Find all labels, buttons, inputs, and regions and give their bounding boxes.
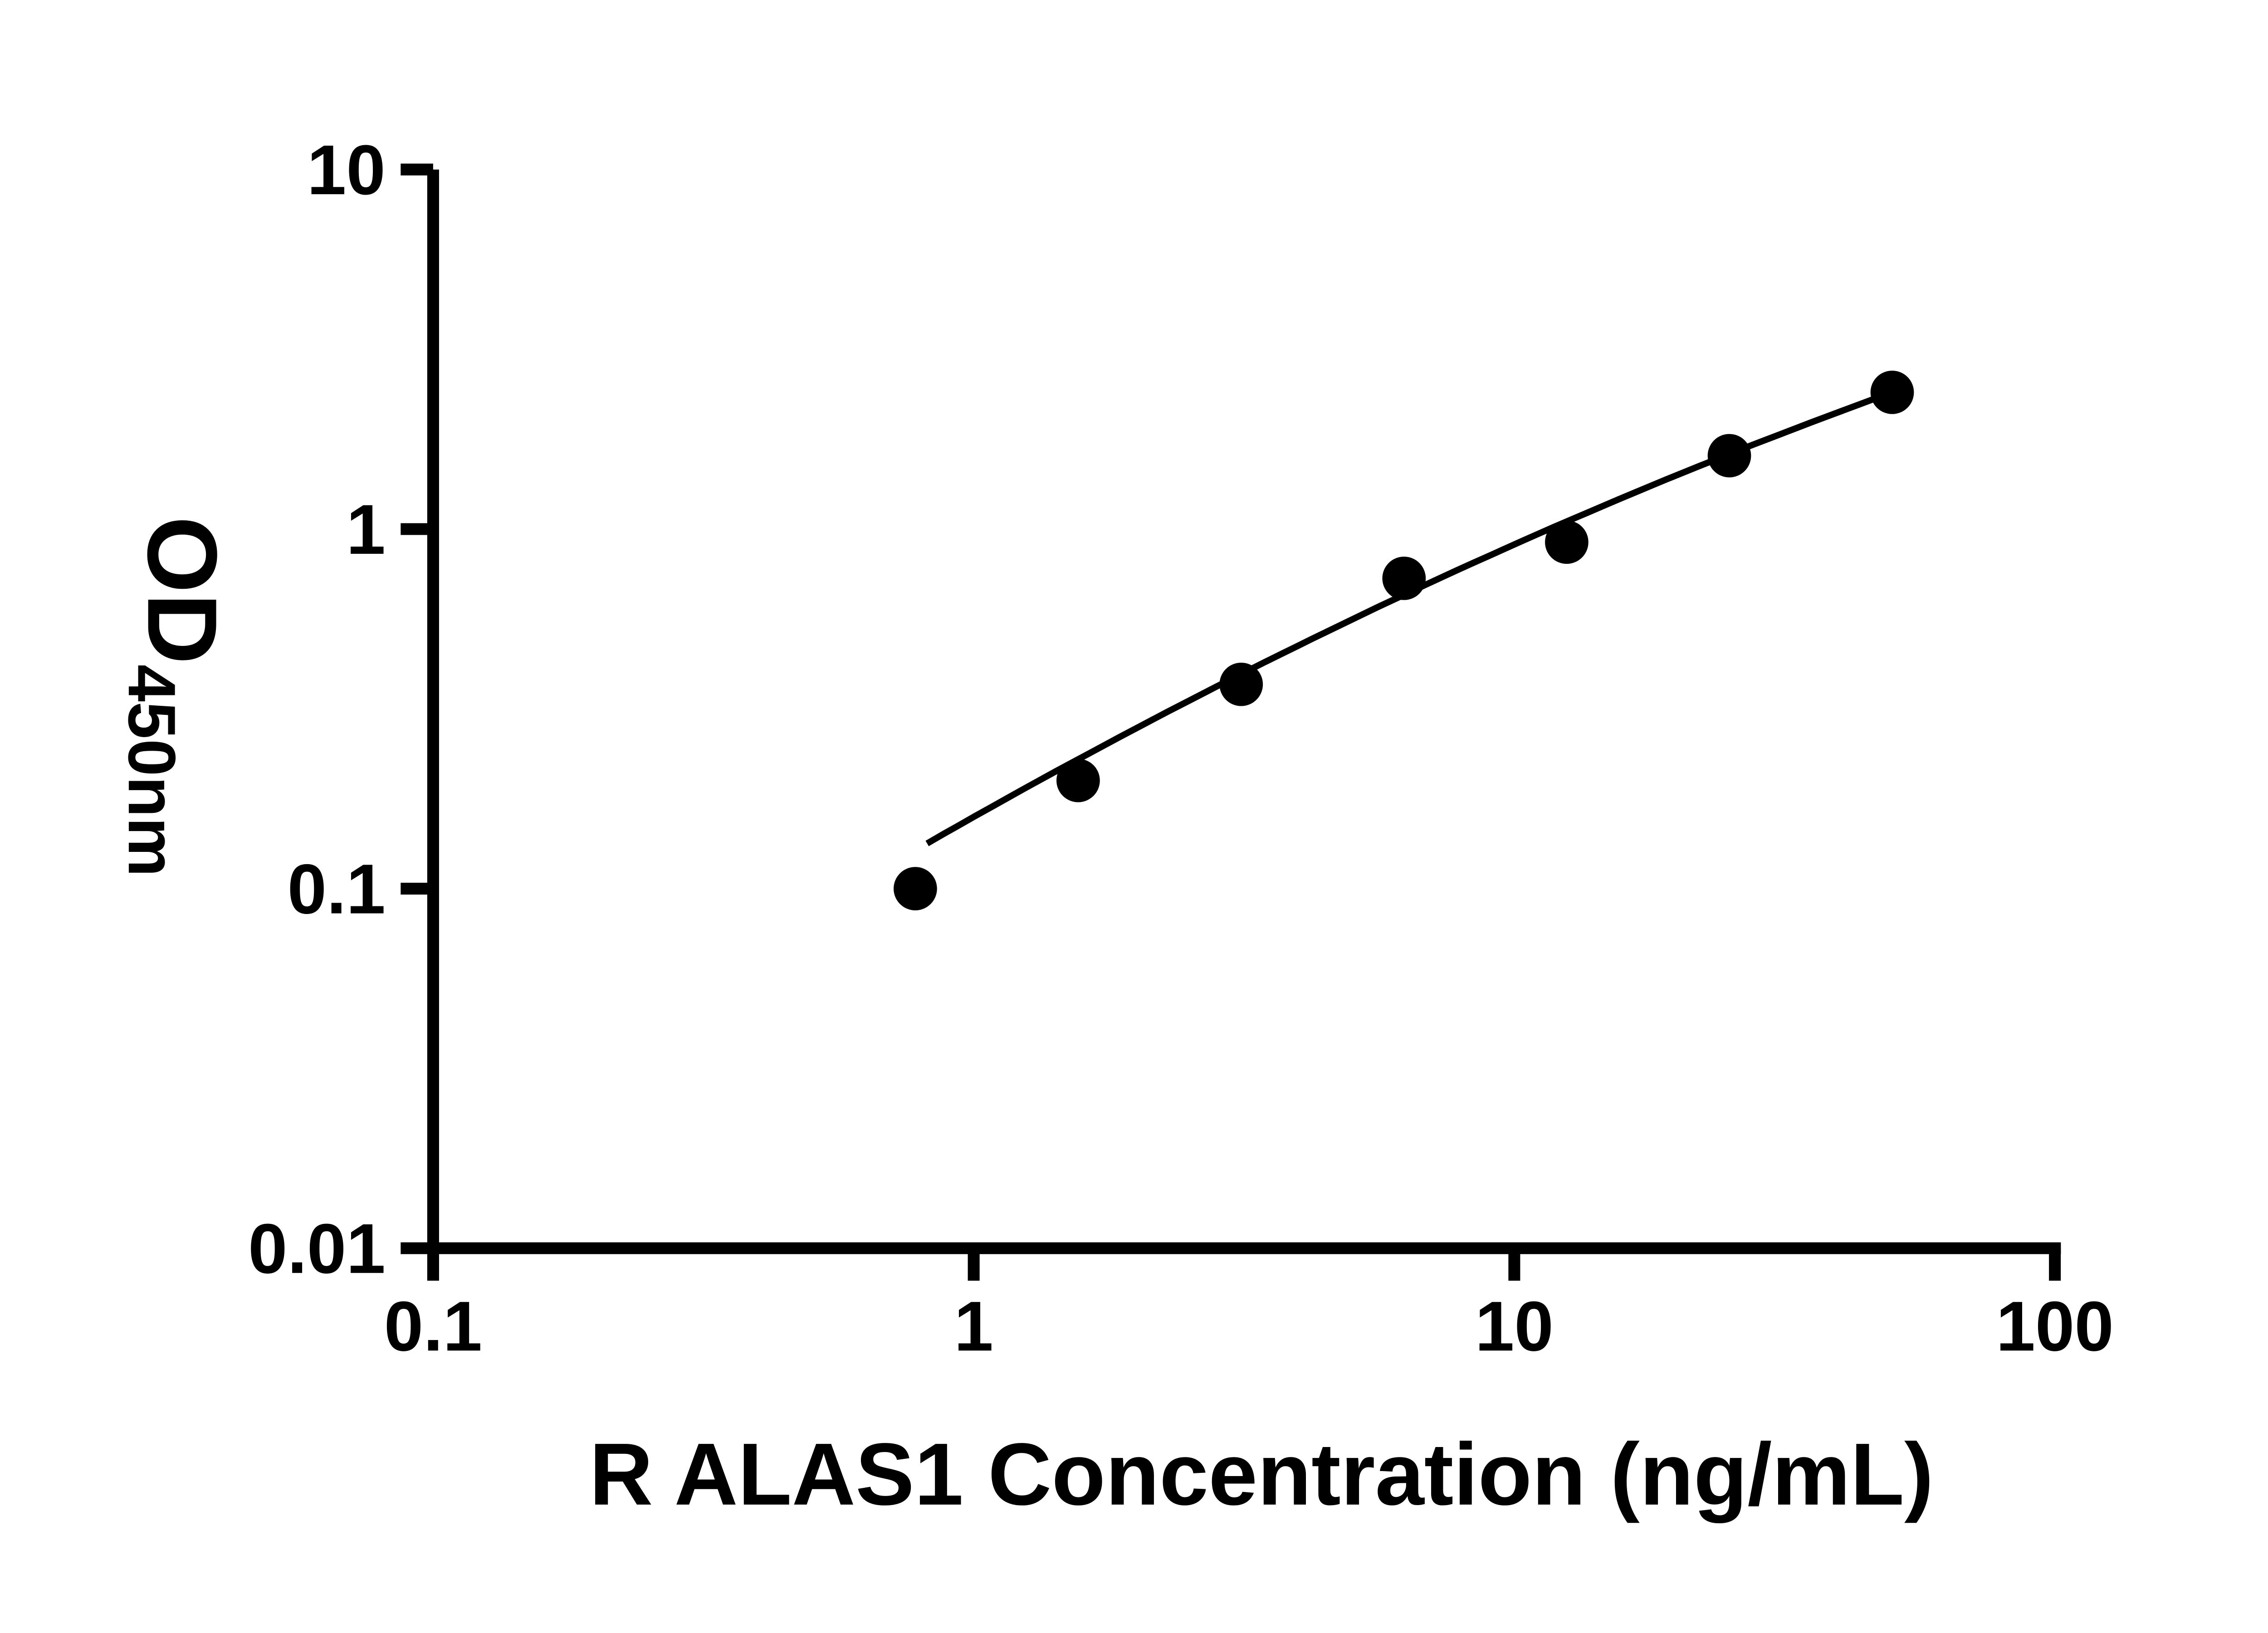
y-axis-title: OD450nm: [114, 516, 237, 877]
y-tick-label: 1: [346, 490, 386, 569]
y-tick-label: 0.01: [248, 1209, 386, 1288]
data-point: [1870, 371, 1914, 414]
plot-layer: [894, 371, 1914, 910]
y-axis-title-main: OD: [127, 516, 237, 665]
data-point: [1382, 557, 1426, 600]
data-point: [1056, 758, 1100, 802]
data-point: [894, 867, 937, 910]
x-tick-label: 1: [954, 1286, 993, 1365]
data-point: [1545, 520, 1589, 564]
x-tick-label: 100: [1996, 1286, 2114, 1365]
y-axis-title-subscript: 450nm: [114, 665, 189, 877]
x-tick-label: 0.1: [384, 1286, 482, 1365]
y-tick-label: 10: [307, 130, 386, 209]
axis-spine: [427, 169, 2061, 1254]
data-point: [1219, 662, 1263, 706]
x-axis-title: R ALAS1 Concentration (ng/mL): [589, 1425, 1934, 1524]
y-tick-label: 0.1: [288, 850, 386, 929]
data-point: [1707, 434, 1751, 478]
x-tick-label: 10: [1475, 1286, 1554, 1365]
